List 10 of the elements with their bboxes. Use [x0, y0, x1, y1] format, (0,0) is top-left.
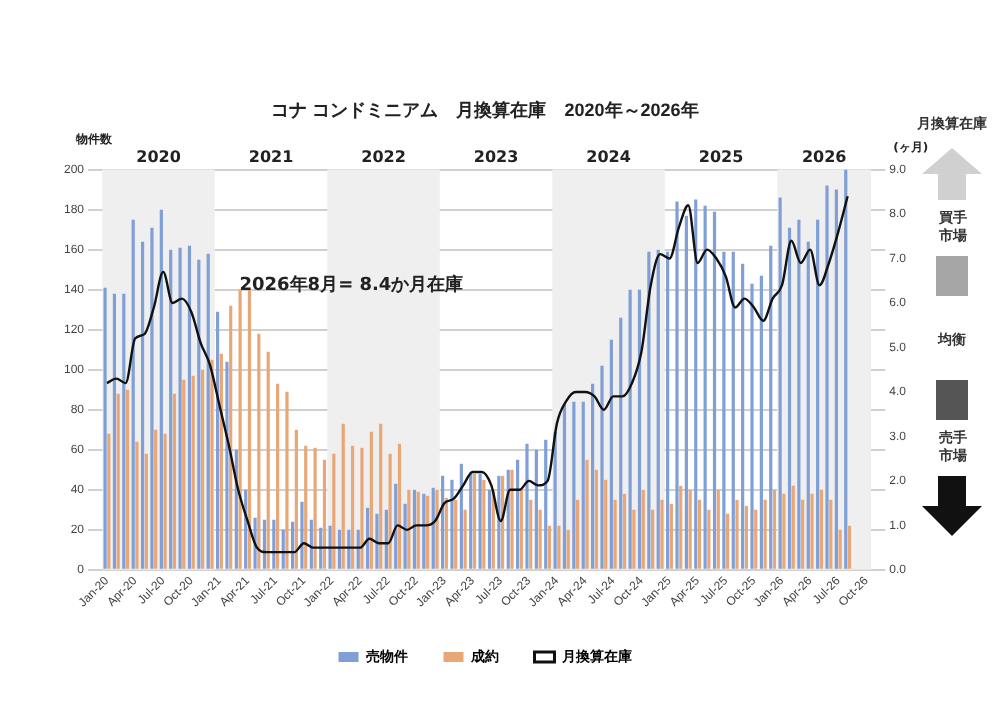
- text: 2021: [248, 147, 295, 166]
- text: 2023: [473, 147, 519, 166]
- band-label: 2022: [361, 147, 406, 166]
- text: 2025: [698, 147, 745, 166]
- band-label: 2020: [136, 147, 182, 166]
- line-series: [105, 195, 849, 554]
- band-label: 2026: [801, 147, 848, 166]
- band-label: 2024: [586, 147, 632, 166]
- chart-title: コナ コンドミニアム 月換算在庫 2020年～2026年: [271, 99, 699, 120]
- annotation: 2026年8月= 8.4か月在庫: [239, 274, 464, 297]
